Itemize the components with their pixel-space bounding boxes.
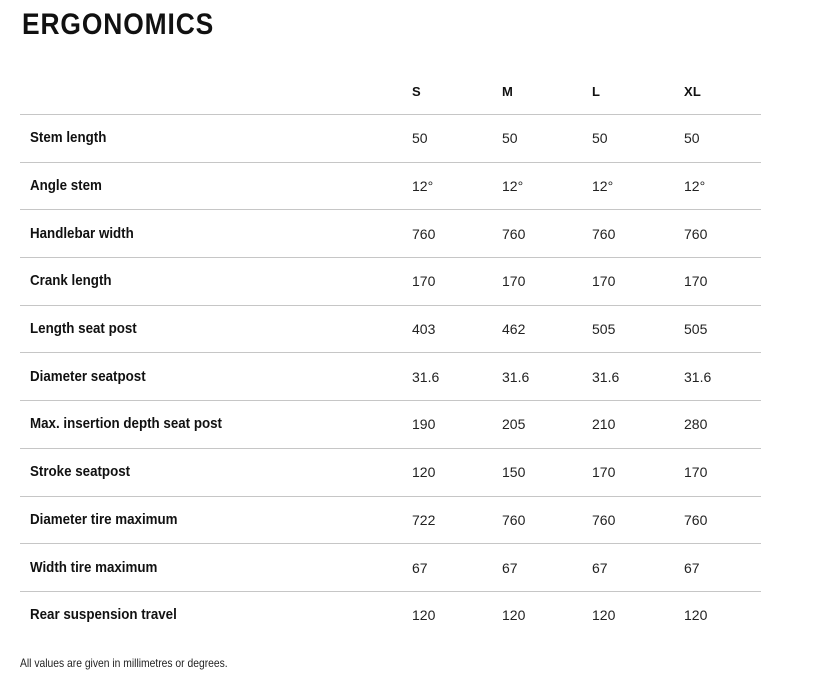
spec-value-xl: 120 — [684, 607, 708, 624]
spec-value-l: 505 — [592, 321, 616, 338]
spec-value-s: 170 — [412, 273, 436, 290]
spec-label-text: Max. insertion depth seat post — [30, 416, 222, 433]
spec-row: Handlebar width 760 760 760 760 — [20, 209, 761, 257]
spec-value-s: 120 — [412, 464, 436, 481]
spec-label: Rear suspension travel — [20, 606, 412, 624]
spec-label: Max. insertion depth seat post — [20, 415, 412, 433]
spec-value-m: 50 — [502, 130, 518, 147]
spec-row: Diameter tire maximum 722 760 760 760 — [20, 495, 761, 544]
column-header-xl: XL — [684, 83, 702, 99]
spec-value-xl: 170 — [684, 464, 708, 481]
spec-value-m: 120 — [502, 607, 526, 624]
spec-value-m: 67 — [502, 559, 518, 576]
spec-label: Diameter seatpost — [20, 368, 412, 386]
spec-value-m: 31.6 — [502, 368, 530, 385]
spec-label-text: Angle stem — [30, 178, 102, 195]
spec-value-l: 760 — [592, 511, 616, 528]
spec-value-m: 205 — [502, 416, 526, 433]
spec-value-xl: 280 — [684, 416, 708, 433]
spec-value-l: 760 — [592, 225, 616, 242]
spec-label: Crank length — [20, 272, 412, 290]
spec-value-xl: 31.6 — [684, 368, 712, 385]
spec-value-m: 462 — [502, 321, 526, 338]
spec-label-text: Width tire maximum — [30, 559, 158, 576]
spec-value-xl: 50 — [684, 130, 700, 147]
spec-value-l: 50 — [592, 130, 608, 147]
spec-label-text: Rear suspension travel — [30, 607, 177, 624]
spec-label: Stroke seatpost — [20, 463, 412, 481]
table-header-row: S M L XL — [20, 68, 761, 114]
spec-row: Crank length 170 170 170 170 — [20, 257, 761, 305]
spec-label: Handlebar width — [20, 225, 412, 243]
spec-value-l: 67 — [592, 559, 608, 576]
spec-label: Width tire maximum — [20, 559, 412, 577]
spec-value-xl: 12° — [684, 178, 706, 195]
spec-label-text: Length seat post — [30, 321, 137, 338]
spec-label: Angle stem — [20, 177, 412, 195]
spec-label-text: Diameter seatpost — [30, 368, 146, 385]
spec-value-s: 722 — [412, 511, 436, 528]
spec-value-xl: 505 — [684, 321, 708, 338]
column-header-m: M — [502, 83, 514, 99]
spec-value-xl: 760 — [684, 225, 708, 242]
spec-value-m: 150 — [502, 464, 526, 481]
spec-label-text: Crank length — [30, 273, 112, 290]
spec-row: Width tire maximum 67 67 67 67 — [20, 543, 761, 591]
spec-row: Diameter seatpost 31.6 31.6 31.6 31.6 — [20, 352, 761, 400]
spec-value-s: 760 — [412, 225, 436, 242]
spec-value-xl: 760 — [684, 511, 708, 528]
spec-value-l: 31.6 — [592, 368, 620, 385]
spec-value-l: 12° — [592, 178, 614, 195]
spec-value-s: 50 — [412, 130, 428, 147]
spec-value-l: 210 — [592, 416, 616, 433]
page-title: ERGONOMICS — [22, 8, 215, 41]
spec-value-s: 190 — [412, 416, 436, 433]
spec-value-s: 120 — [412, 607, 436, 624]
spec-label: Length seat post — [20, 320, 412, 338]
column-header-s: S — [412, 83, 421, 99]
spec-value-l: 120 — [592, 607, 616, 624]
spec-row: Max. insertion depth seat post 190 205 210 2… — [20, 400, 761, 448]
spec-label-text: Handlebar width — [30, 225, 134, 242]
spec-row: Stroke seatpost 120 150 170 170 — [20, 447, 761, 496]
column-header-l: L — [592, 83, 601, 99]
spec-value-m: 12° — [502, 178, 524, 195]
spec-label-text: Diameter tire maximum — [30, 511, 178, 528]
spec-value-m: 760 — [502, 225, 526, 242]
ergonomics-section: ERGONOMICS S M L XL Stem length 50 50 50 50 Angl… — [0, 8, 830, 679]
spec-value-l: 170 — [592, 273, 616, 290]
spec-label-text: Stem length — [30, 130, 107, 147]
spec-row: Length seat post 403 462 505 505 — [20, 304, 761, 353]
units-footnote: All values are given in millimetres or d… — [20, 655, 228, 670]
spec-row: Rear suspension travel 120 120 120 120 — [20, 590, 761, 639]
spec-value-s: 403 — [412, 321, 436, 338]
spec-table: S M L XL Stem length 50 50 50 50 Angle stem 12° 12… — [20, 68, 761, 639]
spec-label: Stem length — [20, 129, 412, 147]
spec-value-xl: 170 — [684, 273, 708, 290]
spec-value-m: 170 — [502, 273, 526, 290]
spec-value-s: 12° — [412, 178, 434, 195]
table-body: Stem length 50 50 50 50 Angle stem 12° 12° 12° 12… — [20, 114, 761, 639]
spec-label: Diameter tire maximum — [20, 511, 412, 529]
spec-row: Stem length 50 50 50 50 — [20, 114, 761, 162]
spec-value-s: 31.6 — [412, 368, 440, 385]
spec-label-text: Stroke seatpost — [30, 464, 131, 481]
spec-value-xl: 67 — [684, 559, 700, 576]
spec-value-s: 67 — [412, 559, 428, 576]
spec-value-l: 170 — [592, 464, 616, 481]
spec-row: Angle stem 12° 12° 12° 12° — [20, 161, 761, 210]
spec-value-m: 760 — [502, 511, 526, 528]
